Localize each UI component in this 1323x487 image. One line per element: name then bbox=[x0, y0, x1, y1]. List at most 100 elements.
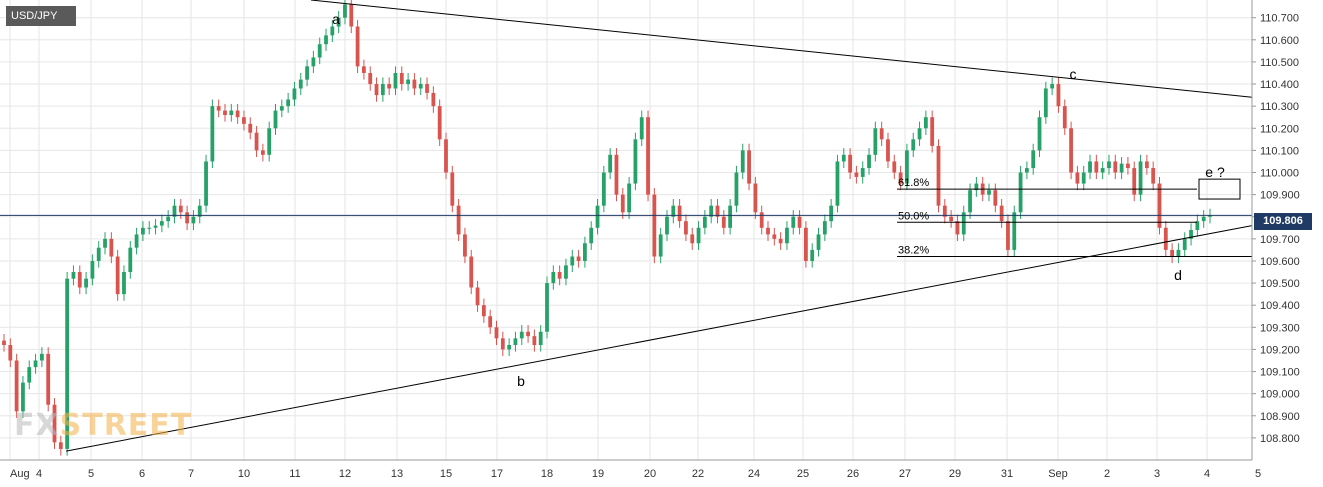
axes: 110.700 110.600 110.500 110.400 110.300 110.2… bbox=[0, 0, 1300, 480]
candle-body bbox=[987, 190, 991, 195]
candle-body bbox=[103, 238, 107, 248]
x-tick-label: 5 bbox=[88, 468, 94, 480]
candle-body bbox=[178, 205, 183, 213]
candle-body bbox=[305, 66, 309, 80]
candle-body bbox=[494, 327, 499, 339]
candle-body bbox=[1075, 172, 1080, 184]
candle-body bbox=[1157, 183, 1162, 228]
candle-body bbox=[1107, 161, 1111, 169]
x-tick-label: 10 bbox=[238, 468, 250, 480]
candle-body bbox=[1031, 150, 1036, 169]
candle-body bbox=[886, 139, 890, 162]
grid bbox=[0, 0, 1252, 460]
candle-body bbox=[267, 128, 272, 155]
candle-body bbox=[191, 216, 196, 224]
candle-body bbox=[52, 404, 57, 443]
candle-body bbox=[166, 216, 171, 222]
candle-body bbox=[791, 216, 796, 228]
y-tick-label: 110.000 bbox=[1260, 168, 1299, 180]
y-tick-label: 109.400 bbox=[1260, 300, 1300, 312]
candle-body bbox=[393, 72, 398, 89]
trendline-upper bbox=[310, 0, 1253, 98]
instrument-label: USD/JPY bbox=[6, 6, 76, 26]
candle-body bbox=[21, 382, 25, 412]
candle-body bbox=[141, 227, 145, 235]
candle-body bbox=[898, 172, 903, 184]
candle-body bbox=[488, 316, 493, 328]
candle-body bbox=[911, 139, 916, 151]
candle-body bbox=[835, 161, 840, 206]
candle-body bbox=[58, 442, 63, 449]
candle-body bbox=[39, 353, 44, 361]
candle-body bbox=[848, 154, 852, 173]
y-tick-label: 108.800 bbox=[1260, 433, 1300, 445]
candle-body bbox=[399, 72, 404, 85]
candle-body bbox=[406, 79, 410, 85]
x-tick-label: 29 bbox=[949, 468, 961, 480]
candles bbox=[2, 0, 1212, 456]
x-tick-label: Aug bbox=[10, 468, 30, 480]
candle-body bbox=[147, 227, 152, 229]
candle-body bbox=[620, 194, 625, 213]
candle-body bbox=[841, 154, 846, 162]
x-tick-label: 24 bbox=[748, 468, 760, 480]
candle-body bbox=[589, 227, 594, 244]
x-tick-label: 6 bbox=[139, 468, 145, 480]
wave-label-d: d bbox=[1174, 267, 1182, 283]
candle-body bbox=[778, 238, 783, 244]
candle-body bbox=[481, 305, 486, 317]
candle-body bbox=[229, 110, 234, 115]
x-tick-label: 15 bbox=[440, 468, 452, 480]
candle-body bbox=[223, 110, 227, 115]
fib-level-label: 61.8% bbox=[898, 177, 929, 189]
candle-body bbox=[185, 212, 190, 224]
wave-label-e: e ? bbox=[1205, 164, 1225, 180]
candle-body bbox=[892, 161, 897, 173]
y-tick-label: 109.900 bbox=[1260, 190, 1300, 202]
candle-body bbox=[538, 331, 543, 345]
candle-body bbox=[545, 283, 549, 332]
candle-body bbox=[204, 161, 208, 206]
candle-body bbox=[1170, 249, 1175, 257]
x-tick-label: 2 bbox=[1104, 468, 1110, 480]
candle-body bbox=[955, 221, 960, 235]
candle-body bbox=[1144, 161, 1149, 169]
candle-body bbox=[1182, 238, 1187, 250]
candle-body bbox=[260, 150, 265, 155]
x-tick-label: 18 bbox=[541, 468, 553, 480]
candle-body bbox=[71, 272, 76, 279]
candle-body bbox=[1062, 106, 1067, 129]
candle-body bbox=[317, 44, 322, 58]
candle-body bbox=[90, 260, 95, 279]
wave-label-b: b bbox=[517, 373, 525, 389]
y-tick-label: 110.100 bbox=[1260, 145, 1299, 157]
candle-body bbox=[77, 272, 82, 288]
candle-body bbox=[65, 278, 70, 449]
wave-label-c: c bbox=[1070, 66, 1077, 82]
candle-body bbox=[702, 216, 707, 228]
candle-body bbox=[639, 117, 644, 140]
x-tick-label: 11 bbox=[289, 468, 300, 480]
candle-body bbox=[961, 212, 966, 235]
candle-body bbox=[1176, 249, 1181, 257]
candle-body bbox=[463, 234, 467, 257]
candle-body bbox=[254, 132, 259, 151]
candle-body bbox=[601, 172, 606, 206]
candle-body bbox=[526, 331, 530, 337]
candle-body bbox=[564, 265, 568, 279]
candle-body bbox=[576, 256, 581, 261]
candle-body bbox=[734, 172, 739, 206]
candle-body bbox=[1163, 227, 1168, 250]
candle-body bbox=[1119, 163, 1124, 173]
candle-body bbox=[159, 221, 164, 226]
x-tick-label: 4 bbox=[36, 468, 42, 480]
candle-body bbox=[210, 106, 215, 162]
fib-level-label: 50.0% bbox=[898, 210, 929, 222]
candle-body bbox=[785, 227, 789, 244]
y-tick-label: 109.100 bbox=[1260, 367, 1300, 379]
candle-body bbox=[797, 216, 802, 228]
candle-body bbox=[753, 183, 758, 213]
candle-body bbox=[1018, 172, 1023, 213]
candle-body bbox=[999, 205, 1004, 222]
candle-body bbox=[917, 128, 922, 140]
